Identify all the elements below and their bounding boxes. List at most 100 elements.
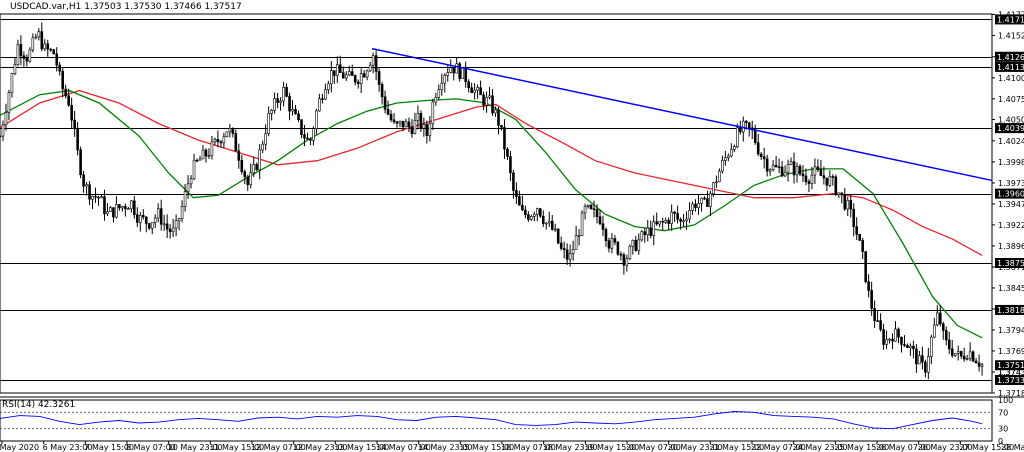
candle-body [443,75,447,84]
candle [765,154,769,177]
candle [374,50,378,81]
candle-body [34,36,38,39]
candle-body [610,238,614,249]
candle [688,202,691,224]
candle-body [843,194,847,210]
candle [733,144,736,153]
candle-body [46,43,50,50]
candle-body [828,176,832,186]
y-tick-label: 1.37180 [998,389,1024,398]
candle-body [356,81,360,85]
candle [930,334,933,365]
candle-body [198,158,202,161]
candle-body [727,155,730,158]
candle-body [52,49,56,55]
candle [112,207,115,223]
candle [568,244,572,267]
candle-body [231,128,235,134]
candle-body [240,160,244,173]
candle [338,55,342,73]
candle-body [147,223,151,229]
candle [40,22,44,52]
candle [79,146,82,179]
candle [371,52,375,74]
candle-body [536,208,539,215]
candle-body [736,127,739,147]
candle [294,104,297,115]
candle-body [765,158,769,172]
candle-body [255,164,259,171]
candle-body [318,98,321,112]
candle-body [503,127,506,150]
candle-body [264,133,267,145]
candle [49,47,53,52]
candle-body [55,53,59,66]
candle [697,194,700,215]
candle [679,217,682,230]
level-tag-0-text: 1.41714 [997,15,1024,24]
candle-body [368,64,372,72]
candle [915,344,918,373]
candle [670,204,673,231]
candle-body [347,71,351,76]
candle [210,135,214,160]
candle [0,130,2,138]
x-tick-label: 18 May 07:00 [501,443,556,452]
candle-body [312,128,315,141]
candle-body [428,123,432,136]
candle [664,217,667,224]
candle [43,39,47,52]
candle [231,127,235,138]
candle [401,120,405,132]
candle [646,219,650,242]
candle [601,215,605,237]
candle-body [667,220,670,224]
candle-body [852,208,856,227]
candle [512,169,515,199]
candle-body [694,203,697,208]
candle [350,64,354,76]
candle-body [565,249,569,260]
candle-body [153,217,157,223]
candle [974,357,978,364]
candle [530,214,533,221]
rsi-plot-border [0,399,993,442]
chart-title: USDCAD.var,H1 1.37503 1.37530 1.37466 1.… [10,2,242,12]
candle [843,188,847,212]
candle [822,166,826,185]
candle [891,333,894,350]
candle-body [455,63,459,74]
candle [437,84,441,100]
candle-body [959,351,963,357]
x-tick-label: 12 May 07:00 [251,443,306,452]
candle-body [533,214,536,217]
candle [258,144,261,180]
candle [944,326,948,346]
candle-body [679,219,682,222]
candle-body [640,231,644,241]
candle [216,130,220,148]
candle [544,222,548,230]
candle [565,243,569,266]
candle [807,179,811,193]
candle-body [374,55,378,72]
candle [938,305,942,327]
x-tick-label: 6 May 23:00 [43,443,93,452]
candle [777,158,781,173]
y-tick-label: 1.37690 [998,347,1024,356]
candle [879,313,882,332]
candle-body [228,128,232,133]
candle-body [515,190,518,197]
candle-body [682,220,685,223]
y-tick-label: 1.41520 [998,31,1024,40]
candle [894,321,897,342]
candle-body [906,345,909,349]
candle-body [527,214,530,220]
candle-body [795,166,799,176]
x-tick-label: 10 May 23:00 [168,443,223,452]
candle-body [670,211,673,224]
candle [959,350,963,359]
x-tick-label: 22 May 07:00 [751,443,806,452]
candle-body [31,37,35,51]
candle [130,199,133,213]
